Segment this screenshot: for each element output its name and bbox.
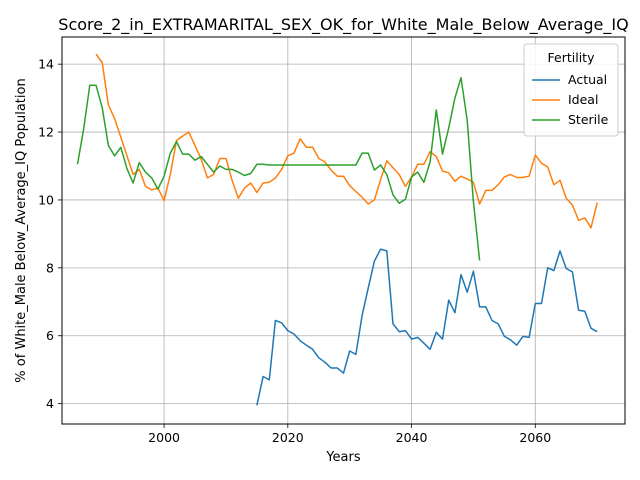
y-tick-label: 8 <box>46 260 54 275</box>
x-tick-label: 2060 <box>519 430 551 445</box>
x-tick-label: 2020 <box>272 430 304 445</box>
x-axis-label: Years <box>325 450 361 465</box>
legend-box <box>523 43 619 137</box>
series-line-actual <box>256 248 598 406</box>
series-line-sterile <box>76 76 481 261</box>
legend-label-ideal: Ideal <box>568 92 598 107</box>
x-tick-label: 2040 <box>396 430 428 445</box>
x-tick-label: 2000 <box>148 430 180 445</box>
y-tick-label: 14 <box>38 57 54 72</box>
y-tick-label: 6 <box>46 328 54 343</box>
plot-area <box>76 53 598 406</box>
y-tick-label: 10 <box>38 192 54 207</box>
legend-title: Fertility <box>548 50 596 65</box>
legend-label-actual: Actual <box>568 72 607 87</box>
series-line-ideal <box>95 53 598 229</box>
legend: Fertility Actual Ideal Sterile <box>523 43 619 137</box>
y-axis: 4 6 8 10 12 14 <box>38 57 62 411</box>
chart-title: Score_2_in_EXTRAMARITAL_SEX_OK_for_White… <box>58 15 628 35</box>
y-axis-label: % of White_Male Below_Average_IQ Populat… <box>14 78 29 382</box>
legend-label-sterile: Sterile <box>568 112 609 127</box>
x-axis: 2000 2020 2040 2060 <box>148 424 551 445</box>
axes-frame <box>61 36 626 425</box>
y-tick-label: 4 <box>46 396 54 411</box>
y-tick-label: 12 <box>38 125 54 140</box>
